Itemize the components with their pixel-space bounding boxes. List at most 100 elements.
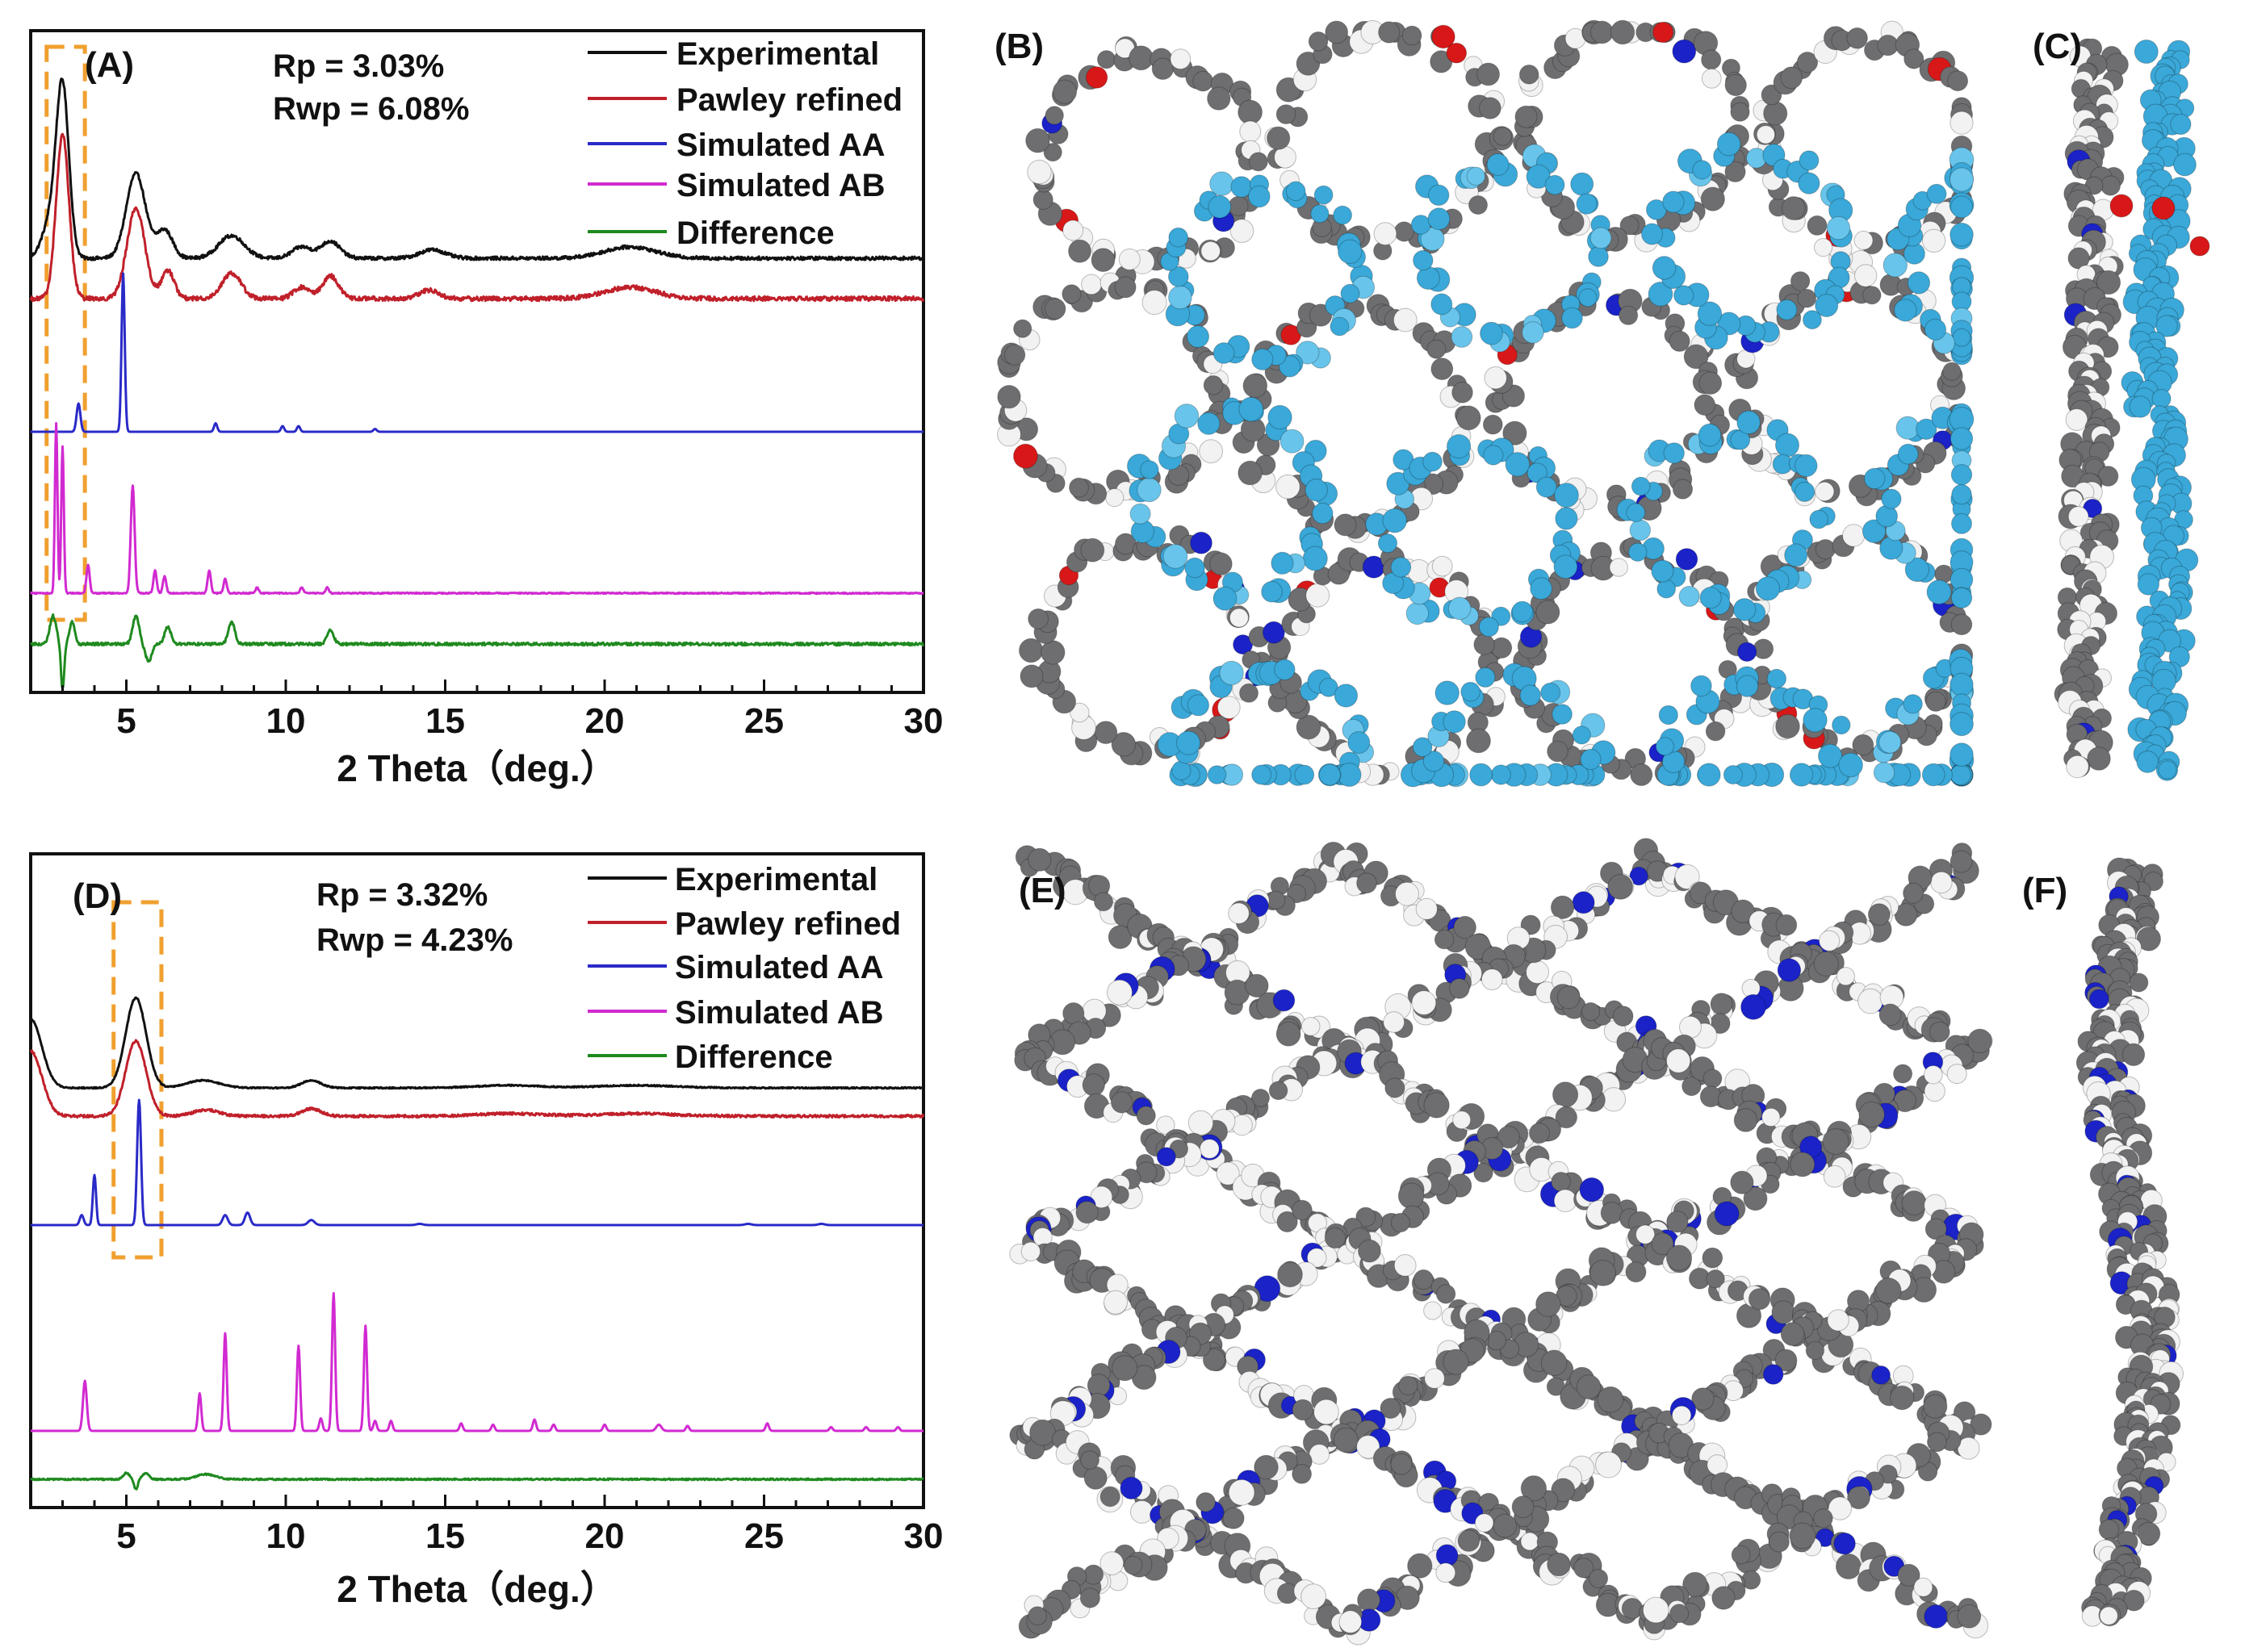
atom-b xyxy=(1818,743,1843,768)
atom-b xyxy=(1588,246,1609,267)
atom-b xyxy=(1137,477,1162,503)
atom-b xyxy=(1168,266,1189,287)
atom-e xyxy=(1187,1110,1214,1136)
x-ticks-d: 5 10 15 20 25 30 xyxy=(29,1495,943,1556)
atom-b xyxy=(1197,412,1221,435)
atom-b xyxy=(1410,215,1431,235)
atom-e xyxy=(1957,1604,1982,1629)
atom-e xyxy=(1300,1583,1326,1609)
atom-e xyxy=(1526,960,1550,985)
atom-b xyxy=(1797,288,1817,308)
atom-f xyxy=(2121,1043,2146,1067)
panel-e-molecular-model xyxy=(1009,838,1993,1646)
atom-b xyxy=(1730,429,1751,450)
atom-e xyxy=(1395,881,1419,906)
panel-d-xrd-chart: 5 10 15 20 25 30 (D) Rp = 3.32% Rwp = 4.23% E… xyxy=(29,852,943,1610)
atom-b xyxy=(1756,125,1776,144)
atom-b xyxy=(1705,721,1726,742)
atom-b xyxy=(1239,683,1259,703)
series-line-aa-a xyxy=(30,272,924,433)
atom-b xyxy=(1275,474,1300,500)
atom-b xyxy=(1950,195,1973,219)
atom-e xyxy=(1411,990,1437,1015)
atom-e xyxy=(1768,1531,1790,1553)
atom-b xyxy=(1248,185,1271,208)
atom-b xyxy=(1736,675,1759,697)
atom-e xyxy=(1062,1002,1085,1025)
x-tick-label: 5 xyxy=(116,701,136,741)
atom-e xyxy=(1666,1211,1689,1233)
atom-b xyxy=(1864,467,1886,490)
atom-b xyxy=(1947,70,1969,92)
legend-label-aa: Simulated AA xyxy=(676,128,886,163)
atom-e xyxy=(1835,1554,1862,1579)
x-tick-label: 20 xyxy=(585,1516,625,1556)
atom-b xyxy=(1279,355,1301,378)
atom-b xyxy=(1062,284,1082,304)
atom-b xyxy=(1723,765,1743,784)
atom-e xyxy=(1871,1366,1891,1385)
atom-e xyxy=(1397,1182,1425,1210)
atom-b xyxy=(1412,737,1433,758)
atom-b xyxy=(1518,65,1539,85)
atom-b xyxy=(1609,558,1628,577)
atom-e xyxy=(1665,1244,1693,1271)
atom-e xyxy=(1324,1227,1346,1249)
atom-c xyxy=(2137,573,2160,596)
atom-b xyxy=(1698,423,1722,447)
atom-b xyxy=(1378,21,1401,44)
atom-e xyxy=(1789,1522,1816,1550)
atom-c xyxy=(2173,153,2197,177)
atom-b xyxy=(1663,442,1685,464)
atom-e xyxy=(1823,1165,1846,1188)
atom-e xyxy=(1597,1386,1624,1413)
atom-b xyxy=(1085,66,1108,89)
atom-b xyxy=(1296,51,1321,76)
atom-c xyxy=(2067,247,2090,270)
atom-e xyxy=(1222,1507,1245,1529)
atom-e xyxy=(1930,871,1953,894)
atom-b xyxy=(1950,111,1974,135)
atom-b xyxy=(1894,299,1917,322)
atom-b xyxy=(1333,205,1352,225)
atom-b xyxy=(1540,682,1561,703)
atom-b xyxy=(1942,362,1962,381)
atom-b xyxy=(1302,546,1328,571)
atom-b xyxy=(1200,240,1221,261)
atom-b xyxy=(1476,62,1500,86)
atom-e xyxy=(1857,988,1883,1014)
atom-b xyxy=(1784,543,1808,567)
atom-b xyxy=(1656,579,1676,599)
atom-e xyxy=(1267,890,1286,910)
atom-b xyxy=(1176,730,1201,755)
atom-e xyxy=(1300,1017,1321,1036)
atom-b xyxy=(1443,710,1466,734)
atom-b xyxy=(1003,344,1026,366)
atom-b xyxy=(1168,227,1188,248)
atom-e xyxy=(1836,967,1855,986)
atom-b xyxy=(1446,42,1468,64)
atom-b xyxy=(1796,52,1819,73)
atom-e xyxy=(1079,1587,1101,1608)
atom-b xyxy=(1279,429,1305,454)
atom-e xyxy=(1827,1309,1849,1332)
atom-e xyxy=(1612,1006,1634,1027)
atom-e xyxy=(1923,1394,1948,1419)
atom-c xyxy=(2100,175,2121,196)
atom-b xyxy=(1081,274,1102,295)
atom-b xyxy=(1807,215,1828,236)
atom-b xyxy=(1219,660,1244,686)
atom-b xyxy=(1903,694,1923,714)
atom-b xyxy=(1631,476,1651,496)
panel-label-e: (E) xyxy=(1019,871,1066,910)
atom-b xyxy=(1926,579,1952,604)
atom-b xyxy=(1405,601,1430,625)
legend-label-ab-d: Simulated AB xyxy=(675,995,884,1031)
atom-b xyxy=(1422,451,1443,472)
atom-e xyxy=(1292,1399,1314,1421)
series-line-experimental-d xyxy=(29,996,924,1090)
atom-e xyxy=(1449,978,1470,999)
atom-c xyxy=(2065,408,2088,431)
atom-b xyxy=(1881,488,1902,509)
